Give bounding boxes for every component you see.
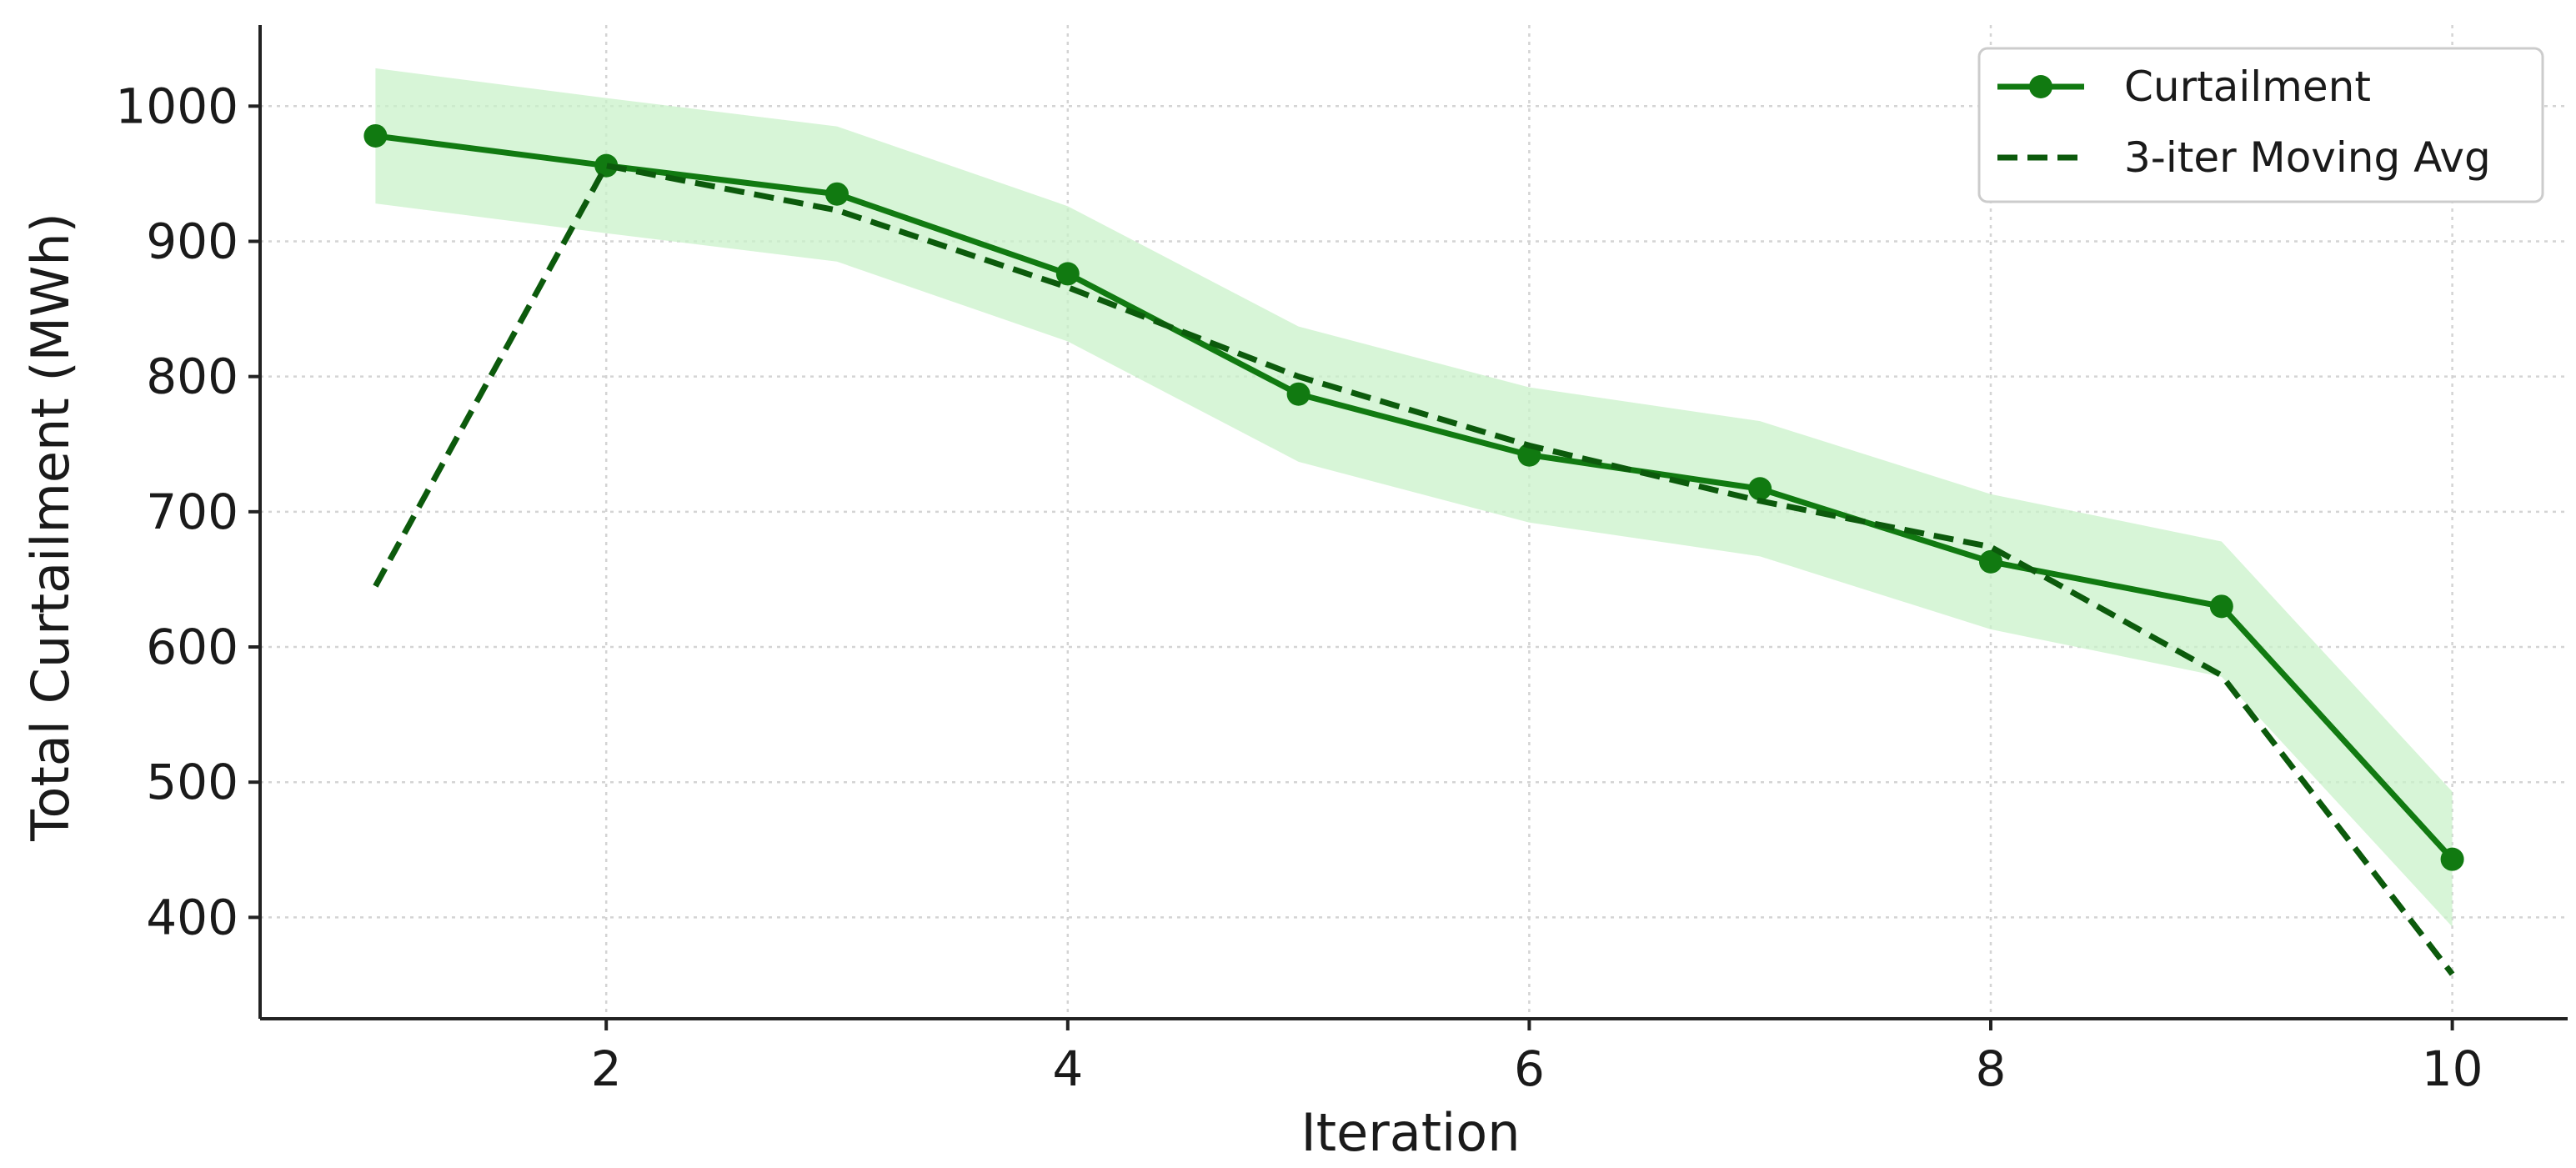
x-tick-label-2: 2 — [591, 1040, 622, 1097]
grid-layer — [260, 25, 2568, 1019]
legend-swatch-curtailment-marker — [2029, 75, 2052, 98]
y-tick-label-1000: 1000 — [115, 78, 238, 134]
ticks-layer: 2 4 6 8 10 400 500 600 700 800 900 1000 — [115, 78, 2483, 1097]
data-point-curtailment-3 — [825, 182, 849, 206]
data-point-curtailment-10 — [2440, 847, 2464, 871]
axes-layer — [258, 25, 2568, 1020]
data-point-curtailment-4 — [1055, 262, 1080, 286]
legend-label-curtailment: Curtailment — [2124, 63, 2371, 111]
data-point-curtailment-1 — [363, 123, 388, 148]
x-tick-label-6: 6 — [1514, 1040, 1545, 1097]
data-point-curtailment-7 — [1748, 477, 1772, 501]
x-tick-label-8: 8 — [1976, 1040, 2007, 1097]
legend-box — [1977, 47, 2544, 203]
legend: Curtailment 3-iter Moving Avg — [1977, 47, 2544, 203]
y-tick-label-600: 600 — [146, 619, 238, 675]
x-tick-label-4: 4 — [1052, 1040, 1083, 1097]
y-tick-label-700: 700 — [146, 484, 238, 540]
series-layer — [363, 123, 2464, 976]
uncertainty-band-layer — [375, 68, 2453, 927]
y-tick-label-900: 900 — [146, 213, 238, 269]
y-tick-label-500: 500 — [146, 754, 238, 810]
series-line-curtailment — [374, 133, 2455, 861]
data-point-curtailment-8 — [1979, 549, 2002, 574]
y-tick-label-800: 800 — [146, 348, 238, 405]
data-point-curtailment-9 — [2209, 594, 2233, 619]
x-tick-label-10: 10 — [2422, 1040, 2483, 1097]
y-tick-label-400: 400 — [146, 889, 238, 945]
y-axis-label: Total Curtailment (MWh) — [20, 213, 81, 842]
data-point-curtailment-2 — [594, 153, 619, 178]
series-line-3-iter-moving-avg — [373, 163, 2455, 976]
x-axis-label: Iteration — [1301, 1102, 1521, 1163]
data-point-curtailment-5 — [1286, 382, 1311, 406]
uncertainty-band — [375, 68, 2453, 927]
legend-label-moving-avg: 3-iter Moving Avg — [2124, 133, 2491, 182]
